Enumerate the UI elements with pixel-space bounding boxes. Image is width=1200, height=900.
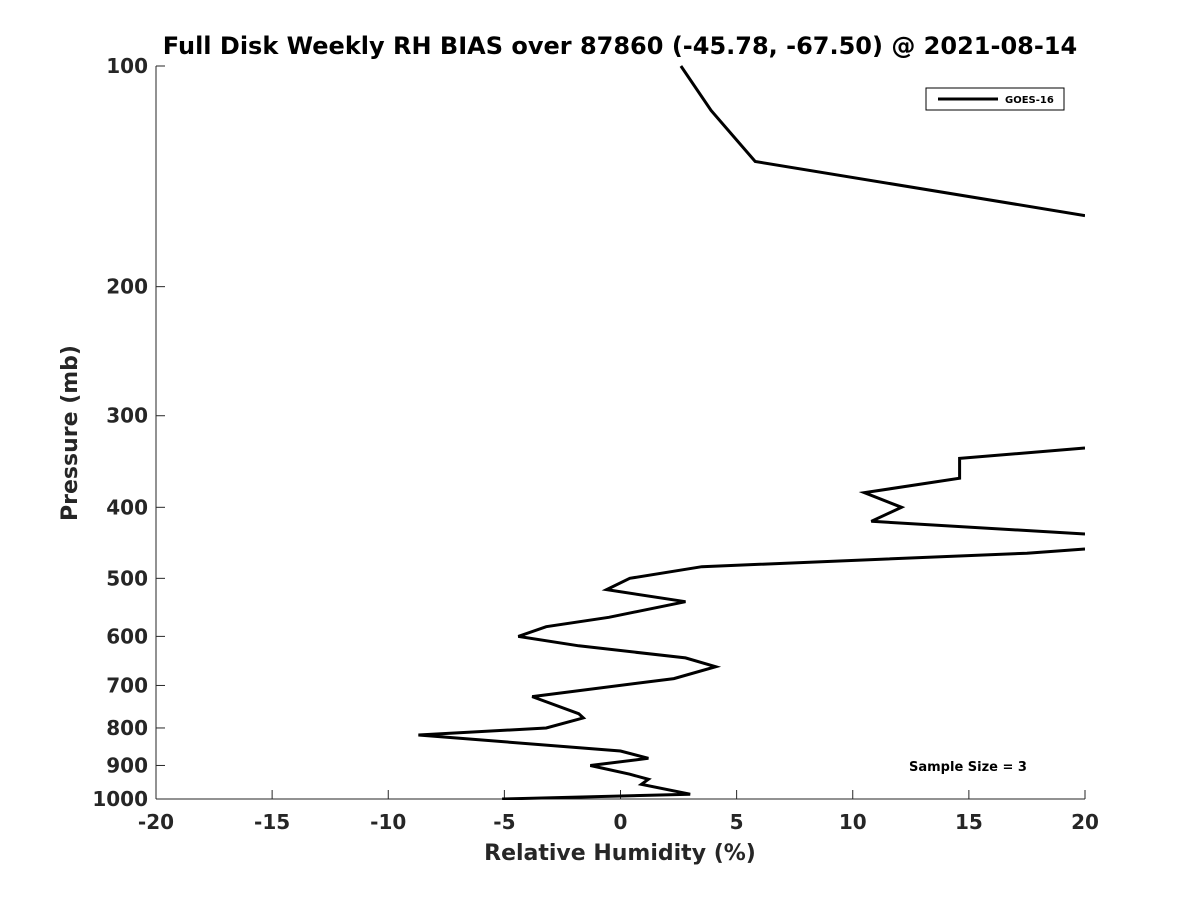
y-tick-label: 900 [106,753,148,777]
x-tick-label: 20 [1071,810,1099,834]
x-tick-label: 0 [614,810,628,834]
y-tick-label: 800 [106,716,148,740]
x-tick-label: 15 [955,810,983,834]
series-line-goes-16 [679,65,1085,218]
x-tick-label: 10 [839,810,867,834]
x-tick-label: -15 [254,810,290,834]
y-axis-label: Pressure (mb) [58,345,83,521]
y-tick-label: 600 [106,624,148,648]
y-tick-label: 200 [106,275,148,299]
legend: GOES-16 [925,87,1065,111]
x-tick-label: -5 [493,810,515,834]
x-tick-label: -10 [370,810,406,834]
y-tick-label: 400 [106,495,148,519]
series-line-goes-16 [858,446,1085,536]
x-tick-label: 5 [730,810,744,834]
plot-lines [418,65,1085,800]
chart-title: Full Disk Weekly RH BIAS over 87860 (-45… [163,32,1077,60]
y-tick-label: 500 [106,566,148,590]
y-tick-label: 100 [106,54,148,78]
x-tick-label: -20 [138,810,174,834]
y-tick-label: 300 [106,404,148,428]
series-line-goes-16 [418,547,1085,800]
axes: -20 -15 -10 -5 0 5 10 15 20 100 200 300 400 500 600 700… [92,54,1099,834]
y-tick-label: 1000 [92,787,148,811]
sample-size-annotation: Sample Size = 3 [909,760,1027,775]
y-tick-label: 700 [106,673,148,697]
x-axis-label: Relative Humidity (%) [484,841,756,866]
legend-entry-goes-16: GOES-16 [1005,95,1054,106]
